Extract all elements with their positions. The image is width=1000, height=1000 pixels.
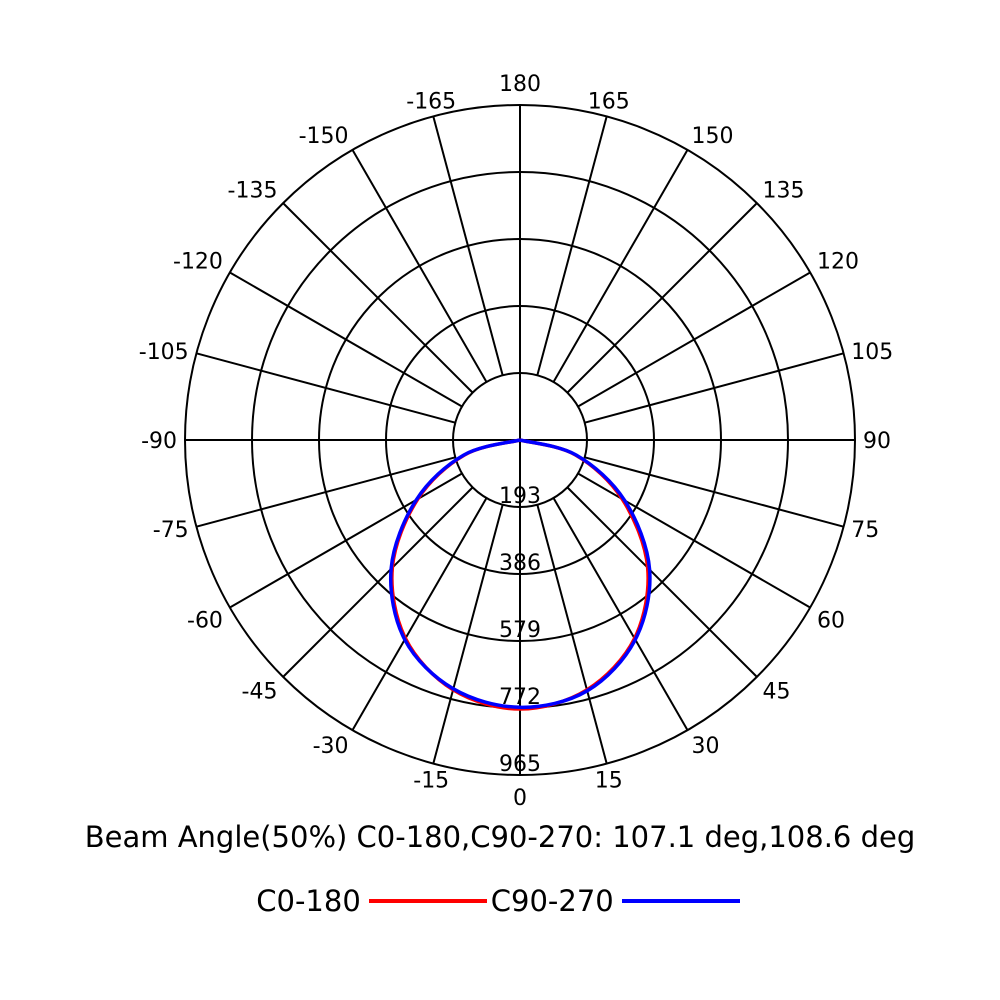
axis-labels: 1801651501351201059075604530150-15-30-45… <box>139 72 894 811</box>
angle-label--90: -90 <box>141 429 177 454</box>
grid-spoke--105 <box>196 352 456 424</box>
legend-label-c90-270: C90-270 <box>490 884 614 918</box>
angle-label-30: 30 <box>692 734 720 759</box>
grid-spoke-45 <box>566 486 758 678</box>
legend: C0-180 C90-270 <box>0 884 1000 918</box>
legend-swatch-c90-270 <box>621 899 740 903</box>
angle-label--165: -165 <box>406 90 456 115</box>
angle-label-165: 165 <box>588 90 630 115</box>
radial-label-386: 386 <box>499 551 541 576</box>
series-layer <box>388 438 652 711</box>
angle-label--120: -120 <box>173 250 223 275</box>
angle-label--60: -60 <box>187 609 223 634</box>
angle-label--30: -30 <box>313 734 349 759</box>
grid-spoke--15 <box>432 504 504 764</box>
grid-spoke-120 <box>577 271 811 408</box>
angle-label-135: 135 <box>763 178 805 203</box>
grid-spoke-75 <box>584 456 844 528</box>
grid-spoke-165 <box>536 116 608 376</box>
radial-label-193: 193 <box>499 484 541 509</box>
grid-spoke-150 <box>552 149 689 383</box>
angle-label-150: 150 <box>692 124 734 149</box>
grid-spoke--165 <box>432 116 504 376</box>
legend-item-c0-180: C0-180 <box>256 884 491 918</box>
angle-label--45: -45 <box>242 680 278 705</box>
grid-spoke--45 <box>282 486 474 678</box>
legend-item-c90-270: C90-270 <box>491 884 744 918</box>
legend-swatch-c0-180 <box>368 899 487 903</box>
grid-spoke-15 <box>536 504 608 764</box>
grid-spoke-105 <box>584 352 844 424</box>
angle-label--150: -150 <box>299 124 349 149</box>
angle-label-45: 45 <box>763 680 791 705</box>
angle-label--105: -105 <box>139 340 189 365</box>
radial-label-965: 965 <box>499 752 541 777</box>
angle-label-75: 75 <box>851 518 879 543</box>
angle-label--15: -15 <box>413 768 449 793</box>
angle-label--135: -135 <box>228 178 278 203</box>
angle-label-15: 15 <box>595 768 623 793</box>
angle-label-120: 120 <box>817 250 859 275</box>
radial-label-772: 772 <box>499 685 541 710</box>
angle-label-180: 180 <box>499 72 541 97</box>
grid-spoke--150 <box>351 149 488 383</box>
angle-label--75: -75 <box>153 518 189 543</box>
legend-label-c0-180: C0-180 <box>256 884 361 918</box>
grid-spoke--75 <box>196 456 456 528</box>
grid-spoke--30 <box>351 497 488 731</box>
angle-label-0: 0 <box>513 786 527 811</box>
grid-spoke--135 <box>282 202 474 394</box>
beam-angle-caption: Beam Angle(50%) C0-180,C90-270: 107.1 de… <box>84 820 916 854</box>
angle-label-60: 60 <box>817 609 845 634</box>
grid-spoke-60 <box>577 472 811 609</box>
grid-spoke--60 <box>229 472 463 609</box>
radial-label-579: 579 <box>499 618 541 643</box>
grid-spoke-30 <box>552 497 689 731</box>
angle-label-90: 90 <box>863 429 891 454</box>
grid-spoke-135 <box>566 202 758 394</box>
grid-spoke--120 <box>229 271 463 408</box>
angle-label-105: 105 <box>851 340 893 365</box>
